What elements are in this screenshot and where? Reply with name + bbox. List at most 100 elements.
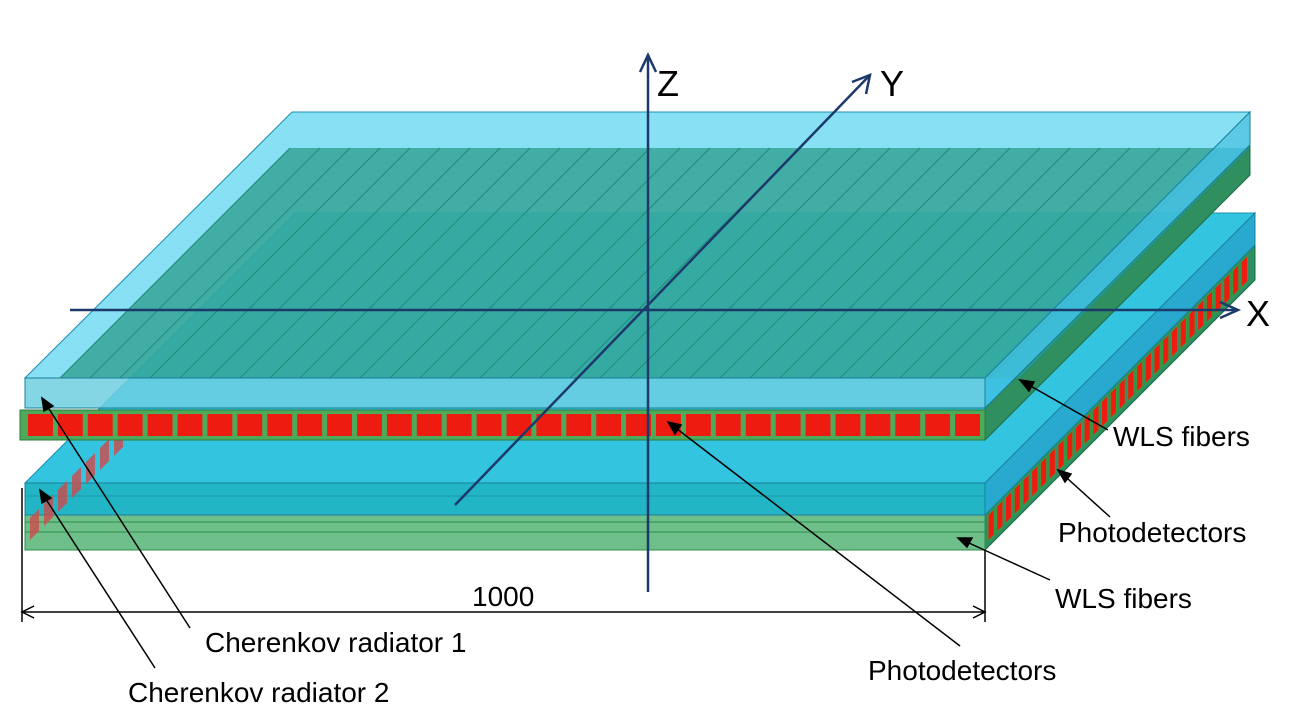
fiber-stripe [59, 147, 291, 379]
photodetector [596, 414, 622, 436]
axes [70, 52, 1242, 592]
callouts [38, 378, 1111, 669]
photodetector [297, 414, 323, 436]
photodetector [100, 439, 109, 470]
photodetector [1162, 332, 1170, 368]
photodetector [775, 414, 801, 436]
photodetector [177, 414, 203, 436]
photodetector [1048, 446, 1056, 482]
fiber-stripe [629, 147, 861, 379]
fiber-stripe [449, 147, 681, 379]
photodetectors-center-label: Photodetectors [868, 655, 1056, 686]
photodetector [357, 414, 382, 436]
photodetector [117, 414, 143, 436]
photodetector [895, 414, 921, 436]
fiber-stripe [299, 147, 531, 379]
photodetector [955, 414, 980, 436]
photodetector [44, 495, 53, 526]
photodetectors-right-label: Photodetectors [1058, 517, 1246, 548]
fiber-stripe [329, 147, 561, 379]
photodetector [536, 414, 562, 436]
radiator-1-front [24, 377, 986, 409]
photodetector [1057, 437, 1065, 473]
radiator-2-front [24, 482, 986, 516]
photodetector [1127, 367, 1135, 403]
photodetector [1223, 271, 1231, 307]
photodetector [28, 414, 53, 436]
fiber-stripe [269, 147, 501, 379]
wls-fibers-bottom-label: WLS fibers [1055, 583, 1192, 614]
fiber-stripe [839, 147, 1071, 379]
fiber-stripes [59, 147, 1251, 379]
fiber-stripe [389, 147, 621, 379]
photodetector [386, 414, 412, 436]
fiber-stripe [929, 147, 1161, 379]
fiber-stripe [959, 147, 1191, 379]
photodetector [1092, 402, 1100, 438]
top-module [19, 110, 1252, 442]
photodetector [1004, 490, 1013, 525]
photodetector [1205, 289, 1214, 324]
fiber-stripe [179, 147, 411, 379]
fiber-stripe [359, 147, 591, 379]
photodetector [147, 414, 173, 436]
fiber-stripe [539, 147, 771, 379]
photodetector [1013, 481, 1021, 517]
radiator-1-side [984, 110, 1251, 410]
photodetector [1101, 394, 1109, 429]
fiber-stripe [209, 147, 441, 379]
photodetector [1109, 385, 1117, 420]
fiber-stripe [89, 147, 321, 379]
photodetector [30, 509, 39, 540]
photodetector [1179, 315, 1187, 351]
photodetector [506, 414, 532, 436]
photodetector [1144, 350, 1152, 386]
photodetector [446, 414, 472, 436]
photodetector [715, 414, 741, 436]
photodetector [1188, 306, 1196, 342]
photodetector [1074, 420, 1083, 455]
fiber-stripe [659, 147, 891, 379]
cherenkov-radiator-2-label: Cherenkov radiator 2 [128, 677, 389, 708]
fiber-stripe [119, 147, 351, 379]
photodetector [1170, 324, 1179, 359]
fiber-stripe [719, 147, 951, 379]
fiber-stripe [479, 147, 711, 379]
photodetector [1083, 411, 1091, 447]
fiber-stripe [809, 147, 1041, 379]
fiber-stripe [779, 147, 1011, 379]
fiber-stripe [419, 147, 651, 379]
y-axis-label: Y [880, 63, 904, 104]
photodetector [1214, 280, 1222, 316]
photodetector [1118, 376, 1126, 412]
photodetector [805, 414, 831, 436]
front-photodetector-row [28, 414, 980, 436]
fiber-stripe [869, 147, 1101, 379]
photodetector [996, 498, 1004, 534]
fiber-stripe [149, 147, 381, 379]
photodetector [87, 414, 113, 436]
photodetector [1197, 297, 1205, 333]
photodetector [566, 414, 592, 436]
wls-fibers-top-label: WLS fibers [1113, 421, 1250, 452]
photodetector [626, 414, 651, 436]
dimension-label: 1000 [472, 581, 534, 612]
fiber-stripe [599, 147, 831, 379]
fiber-stripe [1019, 147, 1251, 379]
cherenkov-radiator-1-label: Cherenkov radiator 1 [205, 627, 466, 658]
photodetector [267, 414, 293, 436]
photodetector [207, 414, 233, 436]
fiber-stripe [899, 147, 1131, 379]
z-axis-label: Z [657, 63, 679, 104]
dimension-line [20, 488, 987, 622]
photodetector [1039, 455, 1048, 490]
photodetector [1031, 463, 1039, 499]
fiber-stripe [239, 147, 471, 379]
photodetector [835, 414, 861, 436]
photodetector [58, 481, 67, 512]
photodetector [1066, 428, 1074, 464]
photodetector [327, 414, 352, 436]
photodetector [1022, 472, 1030, 508]
